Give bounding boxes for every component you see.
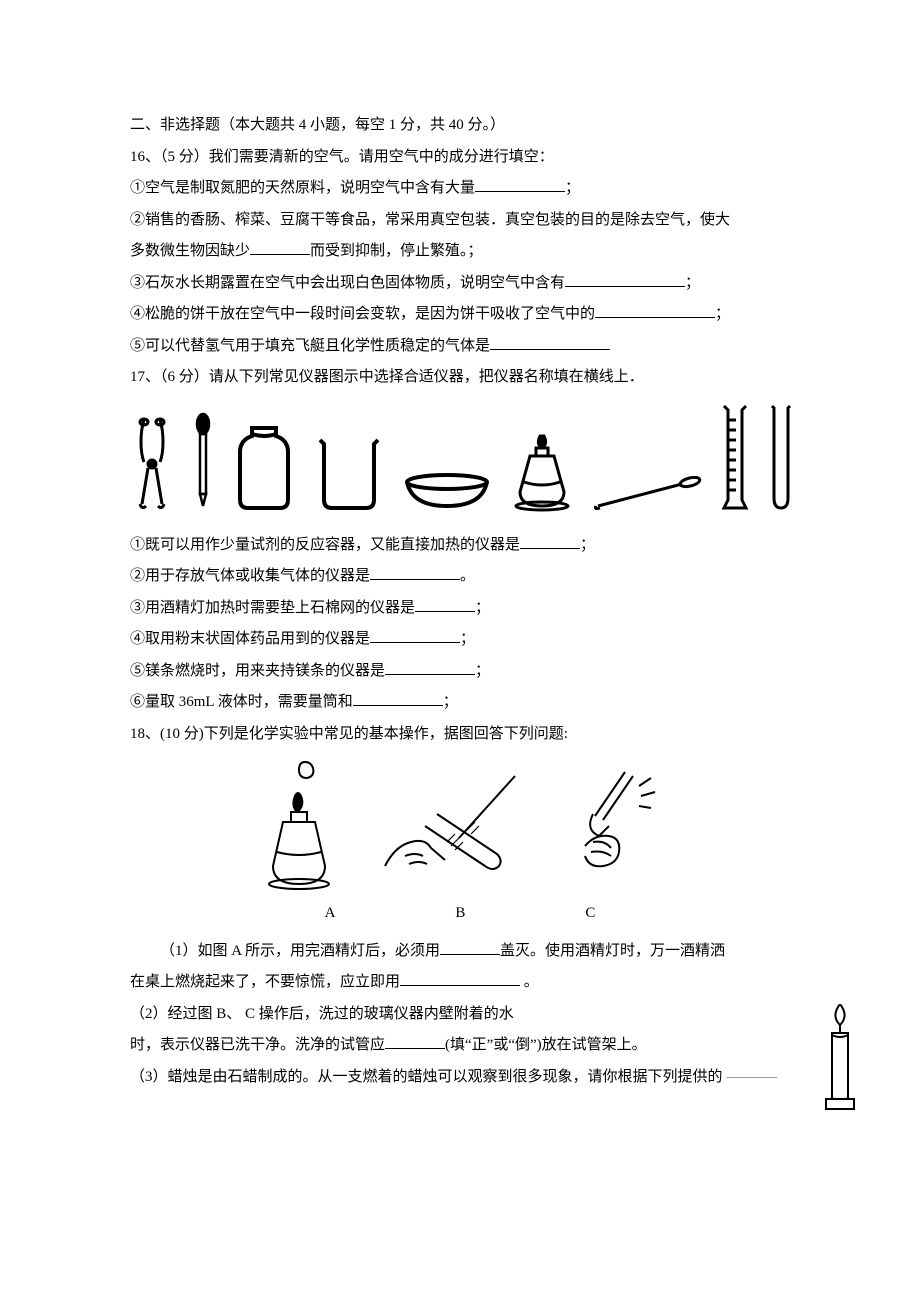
q18-p1-line2: 在桌上燃烧起来了，不要惊慌，应立即用 。 bbox=[130, 967, 790, 999]
q17-i3-blank bbox=[415, 596, 475, 612]
q16-i5-blank bbox=[490, 334, 610, 350]
q17-i5-blank bbox=[385, 659, 475, 675]
alcohol-lamp-icon bbox=[510, 434, 574, 512]
q16-item-2-line2: 多数微生物因缺少 而受到抑制，停止繁殖。； bbox=[130, 236, 790, 268]
trailing-rule bbox=[727, 1076, 777, 1078]
q16-i1-end: ； bbox=[565, 180, 580, 196]
q17-i2-blank bbox=[370, 564, 460, 580]
q18-p1-blank2 bbox=[400, 970, 520, 986]
q18-p2b-mid: (填“正”或“倒”)放在试管架上。 bbox=[445, 1037, 647, 1053]
q17-i5-end: ； bbox=[475, 663, 490, 679]
op-label-b: B bbox=[455, 898, 465, 930]
q16-i3-end: ； bbox=[685, 275, 700, 291]
q17-i2-end: 。 bbox=[460, 568, 475, 584]
q18-p2b-pre: 时，表示仪器已洗干净。洗净的试管应 bbox=[130, 1037, 385, 1053]
op-label-a: A bbox=[325, 898, 336, 930]
q16-i4-text: ④松脆的饼干放在空气中一段时间会变软，是因为饼干吸收了空气中的 bbox=[130, 306, 595, 322]
q18-p1a: （1）如图 A 所示，用完酒精灯后，必须用 bbox=[160, 943, 440, 959]
q18-p2-line1: （2）经过图 B、 C 操作后，洗过的玻璃仪器内壁附着的水 bbox=[130, 999, 790, 1031]
operations-labels: A B C bbox=[130, 898, 790, 930]
op-b-brush-icon bbox=[375, 756, 525, 896]
q16-item-3: ③石灰水长期露置在空气中会出现白色固体物质，说明空气中含有 ； bbox=[130, 268, 790, 300]
q16-i3-blank bbox=[565, 271, 685, 287]
section-2-heading: 二、非选择题（本大题共 4 小题，每空 1 分，共 40 分。） bbox=[130, 110, 790, 142]
q16-i2b-pre: 多数微生物因缺少 bbox=[130, 243, 250, 259]
q18-p1-line1: （1）如图 A 所示，用完酒精灯后，必须用 盖灭。使用酒精灯时，万一酒精洒 bbox=[130, 936, 790, 968]
q17-item-1: ①既可以用作少量试剂的反应容器，又能直接加热的仪器是 ； bbox=[130, 530, 790, 562]
q17-i6-end: ； bbox=[443, 694, 458, 710]
test-tube-icon bbox=[768, 402, 794, 512]
q18-p3: （3）蜡烛是由石蜡制成的。从一支燃着的蜡烛可以观察到很多现象，请你根据下列提供的 bbox=[130, 1062, 790, 1094]
q17-i6-text: ⑥量取 36mL 液体时，需要量筒和 bbox=[130, 694, 353, 710]
candle-icon bbox=[820, 1003, 860, 1113]
op-c-shake-icon bbox=[555, 756, 665, 896]
q16-i4-end: ； bbox=[715, 306, 730, 322]
q16-item-5: ⑤可以代替氢气用于填充飞艇且化学性质稳定的气体是 bbox=[130, 331, 790, 363]
spoon-icon bbox=[592, 476, 702, 512]
graduated-cylinder-icon bbox=[720, 402, 750, 512]
q17-i4-blank bbox=[370, 627, 460, 643]
q17-item-5: ⑤镁条燃烧时，用来夹持镁条的仪器是 ； bbox=[130, 656, 790, 688]
q17-i4-end: ； bbox=[460, 631, 475, 647]
q17-item-2: ②用于存放气体或收集气体的仪器是 。 bbox=[130, 561, 790, 593]
q17-i1-text: ①既可以用作少量试剂的反应容器，又能直接加热的仪器是 bbox=[130, 537, 520, 553]
q18-p1b: 盖灭。使用酒精灯时，万一酒精洒 bbox=[500, 943, 725, 959]
q18-p2-line2: 时，表示仪器已洗干净。洗净的试管应 (填“正”或“倒”)放在试管架上。 bbox=[130, 1030, 790, 1062]
beaker-icon bbox=[314, 434, 384, 512]
q16-item-4: ④松脆的饼干放在空气中一段时间会变软，是因为饼干吸收了空气中的 ； bbox=[130, 299, 790, 331]
q18-p1-blank1 bbox=[440, 939, 500, 955]
q17-i6-blank bbox=[353, 690, 443, 706]
q18-p1c-post: 。 bbox=[520, 974, 539, 990]
q16-stem: 16、（5 分）我们需要清新的空气。请用空气中的成分进行填空： bbox=[130, 142, 790, 174]
op-a-lamp-icon bbox=[255, 756, 345, 896]
q16-i2-blank bbox=[250, 239, 310, 255]
operations-figure-row bbox=[130, 756, 790, 896]
q17-item-4: ④取用粉末状固体药品用到的仪器是 ； bbox=[130, 624, 790, 656]
q17-i2-text: ②用于存放气体或收集气体的仪器是 bbox=[130, 568, 370, 584]
apparatus-figure-row bbox=[130, 402, 790, 512]
q17-i5-text: ⑤镁条燃烧时，用来夹持镁条的仪器是 bbox=[130, 663, 385, 679]
q16-i5-text: ⑤可以代替氢气用于填充飞艇且化学性质稳定的气体是 bbox=[130, 338, 490, 354]
q16-item-1: ①空气是制取氮肥的天然原料，说明空气中含有大量 ； bbox=[130, 173, 790, 205]
q17-item-6: ⑥量取 36mL 液体时，需要量筒和 ； bbox=[130, 687, 790, 719]
q16-item-2-line1: ②销售的香肠、榨菜、豆腐干等食品，常采用真空包装．真空包装的目的是除去空气，使大 bbox=[130, 205, 790, 237]
q17-i3-text: ③用酒精灯加热时需要垫上石棉网的仪器是 bbox=[130, 600, 415, 616]
q18-stem: 18、(10 分)下列是化学实验中常见的基本操作，据图回答下列问题: bbox=[130, 719, 790, 751]
q16-i1-text: ①空气是制取氮肥的天然原料，说明空气中含有大量 bbox=[130, 180, 475, 196]
q16-i1-blank bbox=[475, 176, 565, 192]
q17-i3-end: ； bbox=[475, 600, 490, 616]
q16-i4-blank bbox=[595, 302, 715, 318]
dropper-icon bbox=[192, 412, 214, 512]
tongs-icon bbox=[130, 412, 174, 512]
q18-p1c-pre: 在桌上燃烧起来了，不要惊慌，应立即用 bbox=[130, 974, 400, 990]
gas-bottle-icon bbox=[232, 422, 296, 512]
q17-stem: 17、（6 分）请从下列常见仪器图示中选择合适仪器，把仪器名称填在横线上． bbox=[130, 362, 790, 394]
q16-i2b-post: 而受到抑制，停止繁殖。； bbox=[310, 243, 483, 259]
q17-i1-blank bbox=[520, 533, 580, 549]
op-label-c: C bbox=[585, 898, 595, 930]
q17-item-3: ③用酒精灯加热时需要垫上石棉网的仪器是 ； bbox=[130, 593, 790, 625]
evaporating-dish-icon bbox=[402, 472, 492, 512]
q18-p3-text: （3）蜡烛是由石蜡制成的。从一支燃着的蜡烛可以观察到很多现象，请你根据下列提供的 bbox=[130, 1069, 723, 1085]
q17-i1-end: ； bbox=[580, 537, 595, 553]
q16-i3-text: ③石灰水长期露置在空气中会出现白色固体物质，说明空气中含有 bbox=[130, 275, 565, 291]
q18-p2-blank bbox=[385, 1033, 445, 1049]
q17-i4-text: ④取用粉末状固体药品用到的仪器是 bbox=[130, 631, 370, 647]
